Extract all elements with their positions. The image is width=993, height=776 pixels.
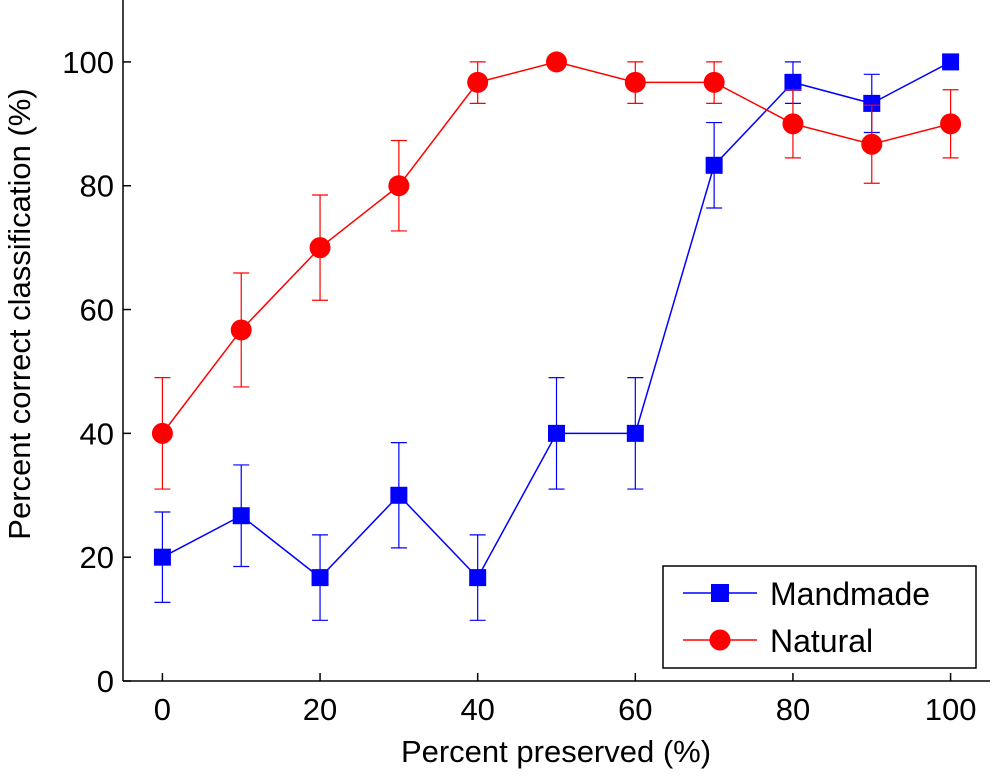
y-tick-label: 20 (80, 540, 114, 575)
x-tick-label: 100 (925, 692, 977, 727)
legend: Mandmade Natural (662, 565, 977, 669)
data-point-mandmade (469, 569, 487, 587)
legend-marker-mandmade (711, 584, 729, 602)
y-tick-label: 100 (62, 45, 114, 80)
data-point-mandmade (705, 156, 723, 174)
data-point-mandmade (232, 507, 250, 525)
y-axis-title: Percent correct classification (%) (2, 88, 37, 539)
data-point-natural (151, 422, 173, 444)
data-point-mandmade (390, 486, 408, 504)
series-line-mandmade (162, 61, 951, 579)
data-point-natural (624, 71, 646, 93)
x-tick-label: 40 (460, 692, 494, 727)
legend-label-natural: Natural (770, 623, 873, 659)
data-point-mandmade (153, 548, 171, 566)
series-layer (151, 51, 962, 621)
data-point-natural (940, 113, 962, 135)
data-point-mandmade (784, 73, 802, 91)
legend-label-mandmade: Mandmade (770, 576, 930, 612)
y-tick-label: 0 (97, 664, 114, 699)
x-axis-title: Percent preserved (%) (401, 734, 711, 769)
data-point-natural (703, 71, 725, 93)
data-point-natural (309, 237, 331, 259)
x-tick-label: 0 (154, 692, 171, 727)
axes (122, 0, 990, 682)
y-tick-label: 60 (80, 293, 114, 328)
series-natural (151, 51, 962, 490)
data-point-mandmade (863, 94, 881, 112)
data-point-natural (782, 113, 804, 135)
data-point-mandmade (942, 53, 960, 71)
data-point-natural (388, 175, 410, 197)
legend-marker-natural (709, 629, 731, 651)
data-point-mandmade (626, 424, 644, 442)
x-tick-label: 80 (776, 692, 810, 727)
data-point-natural (861, 133, 883, 155)
series-mandmade (153, 53, 960, 621)
data-point-natural (467, 71, 489, 93)
data-point-natural (546, 51, 567, 73)
tick-labels: 0 20 40 60 80 100 0 20 40 60 80 100 (62, 45, 976, 727)
x-tick-label: 20 (303, 692, 337, 727)
data-point-natural (230, 319, 252, 341)
x-tick-label: 60 (618, 692, 652, 727)
y-tick-label: 40 (80, 416, 114, 451)
data-point-mandmade (548, 424, 565, 442)
legend-box (662, 565, 977, 669)
data-point-mandmade (311, 569, 329, 587)
y-tick-label: 80 (80, 169, 114, 204)
